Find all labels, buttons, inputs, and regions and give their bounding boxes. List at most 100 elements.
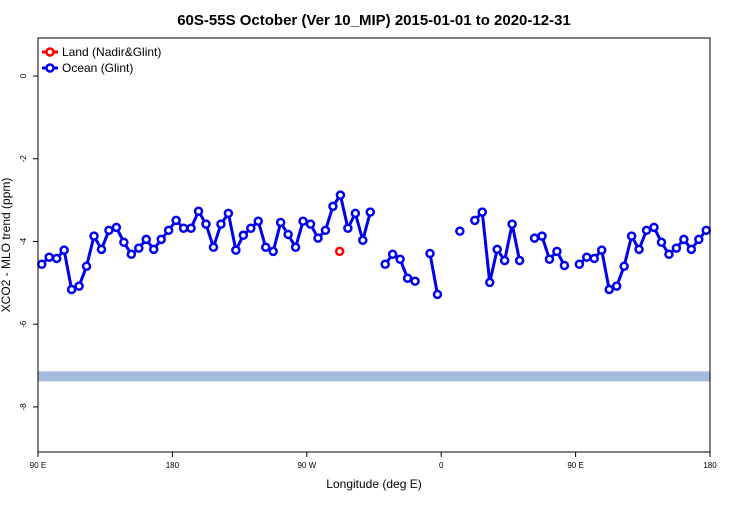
- data-point: [171, 215, 181, 226]
- data-point: [126, 249, 137, 260]
- y-tick-label: 0: [19, 73, 28, 78]
- data-point: [611, 281, 622, 291]
- x-tick-label: 90 E: [30, 461, 46, 470]
- data-point: [51, 253, 62, 264]
- data-point: [455, 226, 465, 236]
- data-point: [328, 201, 338, 212]
- data-point: [484, 277, 495, 288]
- x-tick-label: 180: [166, 461, 180, 470]
- data-point: [89, 231, 99, 241]
- data-point: [701, 225, 712, 236]
- data-point: [44, 252, 54, 262]
- data-point: [36, 259, 47, 269]
- data-point: [499, 255, 510, 266]
- data-point: [111, 222, 122, 233]
- data-point: [656, 237, 667, 248]
- y-axis-label: XCO2 - MLO trend (ppm): [0, 178, 13, 313]
- data-point: [350, 208, 361, 219]
- data-point: [380, 259, 390, 269]
- data-point: [335, 190, 346, 200]
- data-point: [66, 284, 77, 295]
- data-point: [275, 217, 286, 228]
- data-point: [410, 276, 420, 286]
- reference-band: [38, 371, 710, 382]
- data-point: [305, 219, 316, 229]
- data-point: [246, 223, 256, 233]
- data-point: [477, 207, 488, 217]
- data-point: [178, 223, 189, 233]
- data-point: [589, 253, 600, 264]
- data-point: [537, 231, 547, 241]
- data-point: [141, 234, 152, 245]
- data-point: [686, 244, 697, 255]
- data-point: [134, 243, 144, 253]
- data-point: [81, 261, 92, 272]
- x-axis-label: Longitude (deg E): [326, 477, 421, 491]
- data-point: [514, 255, 525, 266]
- data-point: [343, 223, 353, 233]
- data-point: [492, 244, 502, 255]
- y-tick-label: -8: [19, 403, 28, 411]
- data-point: [470, 215, 480, 226]
- data-point: [290, 242, 301, 253]
- data-point: [395, 254, 405, 265]
- x-tick-label: 0: [439, 461, 444, 470]
- data-point: [238, 230, 249, 241]
- data-point: [334, 246, 345, 257]
- x-tick-label: 90 E: [567, 461, 583, 470]
- data-point: [619, 261, 629, 272]
- data-point: [552, 246, 562, 257]
- data-point: [201, 219, 211, 229]
- data-point: [59, 245, 69, 255]
- x-tick-label: 180: [703, 461, 717, 470]
- data-point: [260, 242, 271, 253]
- data-point: [402, 273, 413, 284]
- y-tick-label: -4: [19, 237, 28, 245]
- data-point: [268, 246, 278, 257]
- data-point: [148, 244, 159, 255]
- chart-title: 60S-55S October (Ver 10_MIP) 2015-01-01 …: [177, 12, 571, 29]
- data-point: [432, 289, 443, 300]
- legend-marker: [45, 63, 55, 73]
- data-point: [193, 206, 204, 217]
- data-point: [365, 207, 376, 217]
- data-point: [216, 219, 226, 229]
- data-point: [596, 245, 607, 255]
- data-point: [664, 249, 674, 260]
- data-point: [626, 231, 637, 241]
- data-point: [559, 260, 570, 271]
- data-point: [544, 254, 555, 265]
- data-point: [529, 233, 540, 243]
- data-point: [104, 225, 114, 236]
- data-point: [223, 208, 234, 219]
- data-point: [320, 225, 331, 236]
- data-point: [649, 222, 659, 233]
- data-point: [574, 259, 585, 269]
- data-point: [253, 216, 264, 226]
- data-point: [156, 234, 166, 245]
- data-point: [634, 244, 644, 255]
- data-point: [163, 225, 174, 236]
- data-point: [283, 229, 293, 240]
- data-point: [582, 252, 592, 262]
- data-point: [298, 216, 308, 226]
- plot-frame: [37, 37, 711, 453]
- data-point: [96, 244, 107, 255]
- y-tick-label: -2: [19, 155, 28, 163]
- data-point: [387, 249, 398, 260]
- legend-marker: [45, 47, 55, 57]
- series-line: [428, 253, 439, 295]
- data-point: [507, 219, 517, 229]
- data-point: [231, 245, 241, 255]
- data-point: [425, 248, 435, 259]
- data-point: [604, 284, 614, 295]
- data-point: [671, 243, 682, 253]
- data-point: [208, 242, 219, 253]
- data-point: [186, 223, 196, 233]
- data-point: [358, 235, 368, 245]
- legend-label: Land (Nadir&Glint): [62, 45, 161, 59]
- y-tick-label: -6: [19, 320, 28, 328]
- data-point: [313, 233, 323, 243]
- data-point: [641, 225, 652, 236]
